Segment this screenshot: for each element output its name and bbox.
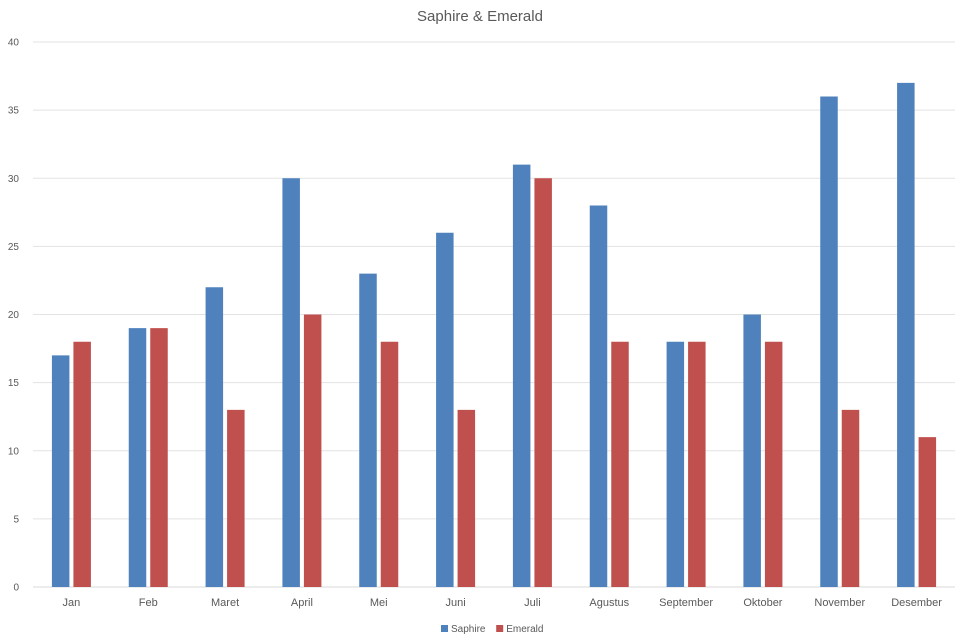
x-tick-label: Desember [891, 597, 942, 609]
x-tick-label: November [814, 597, 865, 609]
bar-emerald-juni [457, 409, 476, 587]
bar-emerald-mei [380, 341, 399, 587]
x-axis-labels: Jan Feb Maret April Mei Juni Juli Agustus Septem… [63, 597, 943, 609]
bar-saphire-april [282, 178, 300, 587]
bar-emerald-oktober [764, 341, 783, 587]
bar-saphire-juni [436, 232, 454, 587]
x-tick-label: Feb [139, 597, 158, 609]
x-tick-label: April [291, 597, 313, 609]
bar-emerald-maret [227, 409, 245, 587]
bar-emerald-desember [918, 437, 937, 587]
bar-saphire-agustus [589, 205, 608, 587]
y-axis-ticks: 0 5 10 15 20 25 30 35 40 [8, 38, 20, 594]
bar-saphire-mei [359, 273, 377, 587]
bar-emerald-november [841, 409, 860, 587]
bar-saphire-jan [51, 355, 70, 587]
bar-emerald-september [688, 341, 706, 587]
y-tick-label: 20 [8, 310, 20, 321]
x-tick-label: Mei [370, 597, 388, 609]
x-tick-label: Agustus [589, 597, 629, 609]
x-tick-label: Jan [63, 597, 81, 609]
x-tick-label: Juni [445, 597, 465, 609]
bar-saphire-oktober [743, 314, 761, 587]
bar-saphire-juli [512, 164, 531, 587]
y-tick-label: 5 [13, 514, 19, 525]
y-tick-label: 15 [8, 378, 20, 389]
bar-saphire-desember [897, 82, 915, 587]
y-tick-label: 40 [8, 38, 20, 49]
y-tick-label: 10 [8, 446, 20, 457]
legend: Saphire Emerald [441, 624, 543, 635]
bar-emerald-agustus [611, 341, 629, 587]
y-tick-label: 35 [8, 106, 20, 117]
legend-label-saphire: Saphire [451, 624, 486, 635]
chart-title: Saphire & Emerald [417, 8, 543, 25]
gridlines [33, 41, 955, 588]
legend-swatch-emerald [496, 625, 504, 632]
bar-emerald-feb [150, 328, 168, 587]
y-tick-label: 0 [13, 583, 19, 594]
y-tick-label: 30 [8, 174, 20, 185]
y-tick-label: 25 [8, 242, 20, 253]
bar-emerald-jan [73, 341, 91, 587]
x-tick-label: Oktober [743, 597, 782, 609]
bars [51, 82, 937, 587]
x-tick-label: Juli [524, 597, 541, 609]
legend-swatch-saphire [441, 625, 448, 632]
bar-saphire-november [820, 96, 838, 587]
bar-saphire-september [666, 341, 685, 587]
bar-emerald-juli [534, 178, 552, 587]
bar-saphire-maret [205, 287, 224, 587]
x-tick-label: September [659, 597, 713, 609]
x-tick-label: Maret [211, 597, 239, 609]
legend-label-emerald: Emerald [506, 624, 543, 635]
bar-saphire-feb [128, 328, 147, 587]
bar-emerald-april [303, 314, 322, 587]
